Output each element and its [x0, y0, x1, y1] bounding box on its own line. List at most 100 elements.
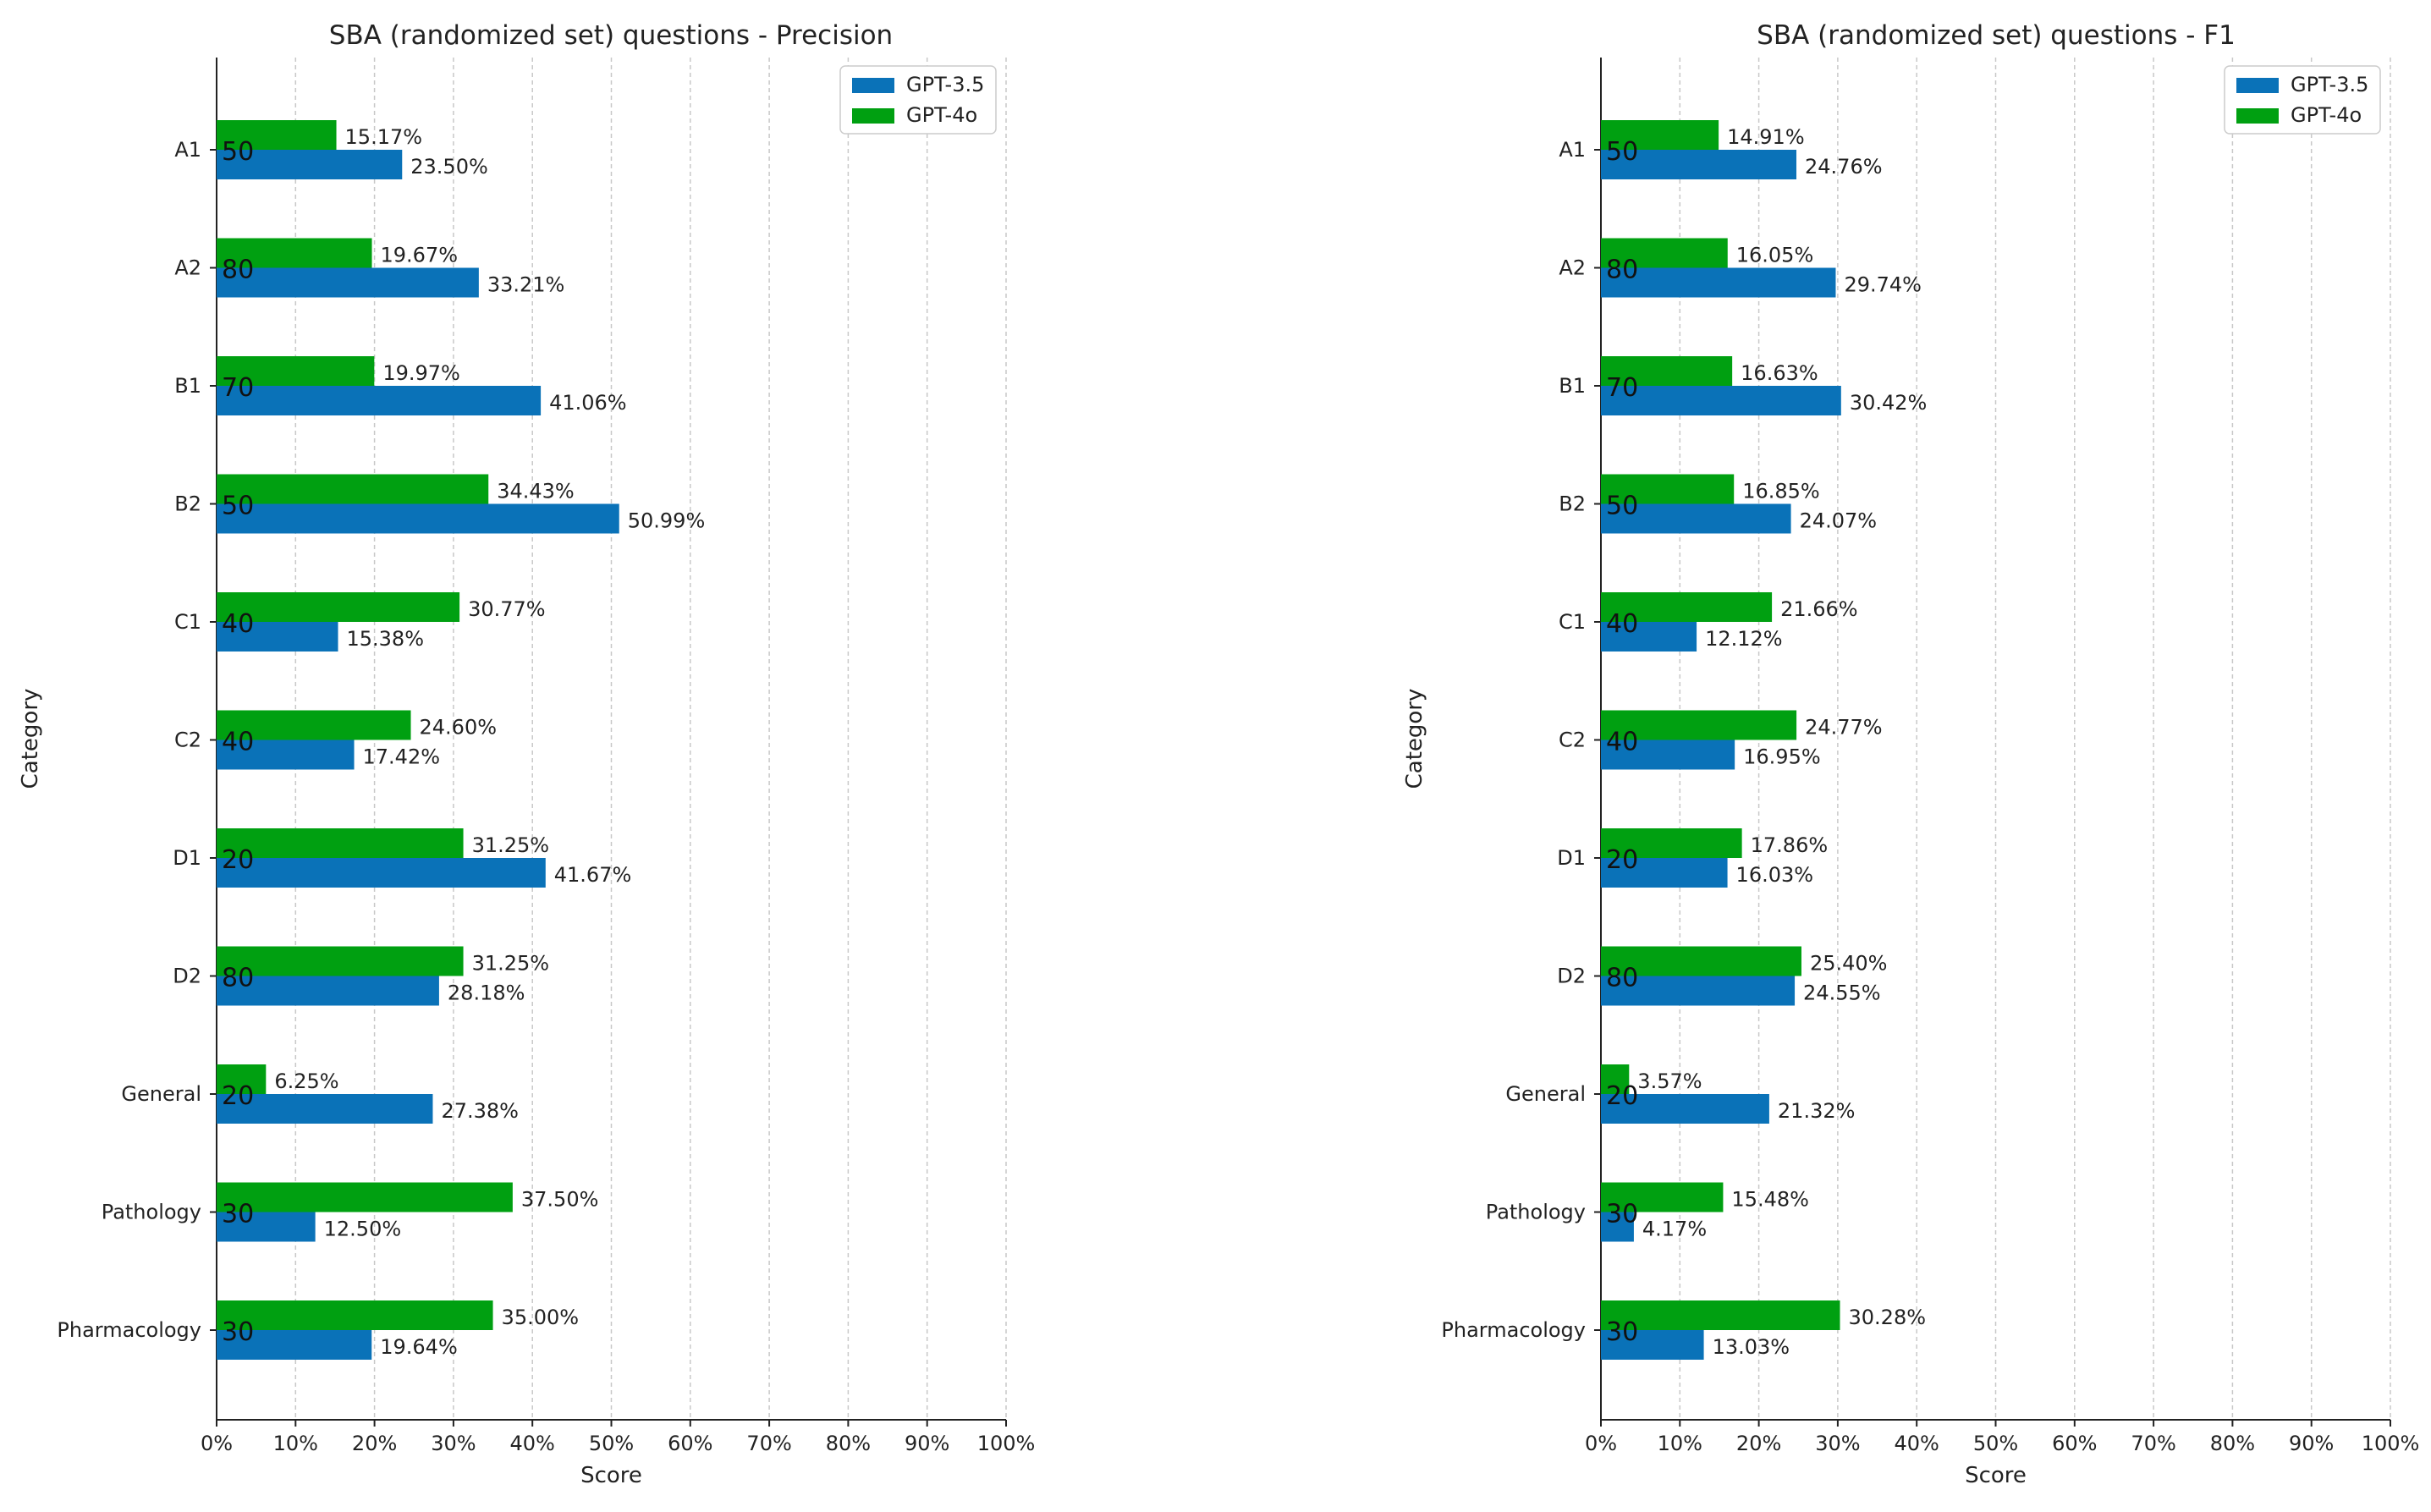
question-count: 80: [1606, 256, 1638, 285]
category-label: A2: [1559, 256, 1586, 280]
value-label-gpt4o: 24.60%: [420, 716, 498, 740]
value-label-gpt35: 17.42%: [363, 745, 441, 769]
question-count: 40: [1606, 728, 1638, 757]
bar-gpt4o: [1601, 1064, 1630, 1094]
x-tick-label: 40%: [1895, 1432, 1939, 1455]
bar-gpt35: [217, 740, 355, 770]
category-label: C1: [1559, 610, 1586, 634]
value-label-gpt35: 21.32%: [1778, 1099, 1856, 1123]
legend-swatch: [2236, 78, 2279, 93]
value-label-gpt35: 13.03%: [1713, 1335, 1790, 1359]
value-label-gpt35: 24.07%: [1800, 509, 1878, 533]
question-count: 40: [222, 728, 254, 757]
x-tick-label: 100%: [2362, 1432, 2420, 1455]
category-label: C1: [174, 610, 201, 634]
question-count: 50: [1606, 137, 1638, 167]
bar-gpt4o: [1601, 120, 1719, 150]
value-label-gpt4o: 16.63%: [1741, 361, 1818, 385]
bar-gpt35: [1601, 1330, 1704, 1360]
legend-label: GPT-3.5: [906, 73, 984, 96]
x-axis-label: Score: [580, 1463, 642, 1488]
question-count: 80: [222, 964, 254, 993]
bar-gpt35: [217, 267, 479, 298]
value-label-gpt35: 33.21%: [487, 273, 565, 297]
bar-gpt35: [217, 503, 619, 534]
bar-gpt35: [1601, 503, 1791, 534]
bar-gpt4o: [1601, 356, 1733, 386]
chart-title: SBA (randomized set) questions - Precisi…: [329, 20, 893, 51]
question-count: 20: [1606, 845, 1638, 875]
value-label-gpt35: 16.95%: [1743, 745, 1821, 769]
bar-gpt35: [1601, 858, 1728, 888]
bar-gpt35: [217, 622, 338, 652]
legend-swatch: [2236, 108, 2279, 124]
question-count: 70: [1606, 373, 1638, 403]
question-count: 20: [222, 1081, 254, 1111]
category-label: D2: [1557, 965, 1586, 988]
category-label: General: [121, 1082, 201, 1106]
value-label-gpt35: 28.18%: [448, 981, 525, 1005]
bar-gpt35: [217, 1094, 433, 1124]
value-label-gpt35: 12.50%: [324, 1218, 402, 1241]
bar-gpt35: [217, 858, 546, 888]
value-label-gpt4o: 37.50%: [521, 1188, 599, 1212]
x-tick-label: 80%: [826, 1432, 871, 1455]
x-tick-label: 40%: [510, 1432, 555, 1455]
bar-gpt35: [1601, 1094, 1769, 1124]
value-label-gpt4o: 34.43%: [497, 480, 575, 503]
value-label-gpt4o: 16.05%: [1736, 244, 1814, 267]
bar-gpt4o: [217, 474, 489, 504]
category-label: Pathology: [1486, 1201, 1586, 1224]
category-label: Pharmacology: [1441, 1318, 1586, 1342]
value-label-gpt35: 30.42%: [1850, 391, 1928, 415]
bar-gpt4o: [217, 238, 372, 268]
value-label-gpt35: 24.76%: [1805, 155, 1883, 179]
x-tick-label: 90%: [2289, 1432, 2334, 1455]
value-label-gpt4o: 30.77%: [468, 597, 546, 621]
category-label: A2: [174, 256, 201, 280]
question-count: 40: [1606, 609, 1638, 639]
x-tick-label: 70%: [746, 1432, 791, 1455]
value-label-gpt35: 41.06%: [549, 391, 627, 415]
value-label-gpt4o: 3.57%: [1637, 1069, 1702, 1093]
x-tick-label: 20%: [1736, 1432, 1781, 1455]
y-axis-label: Category: [1402, 689, 1427, 789]
bar-gpt35: [217, 386, 542, 415]
value-label-gpt4o: 17.86%: [1751, 833, 1829, 857]
question-count: 30: [1606, 1317, 1638, 1347]
question-count: 50: [222, 492, 254, 521]
x-tick-label: 90%: [905, 1432, 949, 1455]
value-label-gpt4o: 25.40%: [1810, 952, 1888, 976]
question-count: 80: [1606, 964, 1638, 993]
value-label-gpt4o: 31.25%: [472, 952, 550, 976]
value-label-gpt35: 27.38%: [441, 1099, 519, 1123]
question-count: 30: [1606, 1200, 1638, 1229]
x-tick-label: 0%: [1585, 1432, 1617, 1455]
question-count: 40: [222, 609, 254, 639]
category-label: A1: [1559, 138, 1586, 162]
bar-gpt4o: [217, 356, 375, 386]
bar-gpt35: [217, 976, 439, 1006]
x-tick-label: 10%: [1658, 1432, 1702, 1455]
value-label-gpt4o: 14.91%: [1727, 125, 1805, 149]
category-label: Pathology: [102, 1201, 201, 1224]
legend-label: GPT-4o: [906, 103, 977, 127]
x-tick-label: 30%: [431, 1432, 476, 1455]
bar-gpt35: [217, 150, 403, 179]
question-count: 80: [222, 256, 254, 285]
bar-gpt4o: [217, 710, 411, 740]
category-label: Pharmacology: [57, 1318, 201, 1342]
bar-gpt4o: [1601, 1300, 1840, 1330]
x-tick-label: 80%: [2210, 1432, 2255, 1455]
category-label: General: [1505, 1082, 1586, 1106]
f1-chart: SBA (randomized set) questions - F1 0% 10%…: [1402, 20, 2419, 1488]
x-tick-label: 30%: [1815, 1432, 1860, 1455]
value-label-gpt4o: 19.67%: [381, 244, 459, 267]
bar-gpt4o: [1601, 474, 1735, 504]
question-count: 70: [222, 373, 254, 403]
value-label-gpt35: 23.50%: [410, 155, 488, 179]
bar-gpt4o: [217, 592, 460, 622]
value-label-gpt35: 24.55%: [1803, 981, 1881, 1005]
category-label: D2: [173, 965, 201, 988]
